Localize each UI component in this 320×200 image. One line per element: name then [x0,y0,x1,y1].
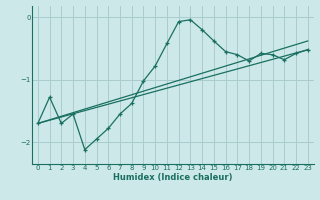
X-axis label: Humidex (Indice chaleur): Humidex (Indice chaleur) [113,173,233,182]
